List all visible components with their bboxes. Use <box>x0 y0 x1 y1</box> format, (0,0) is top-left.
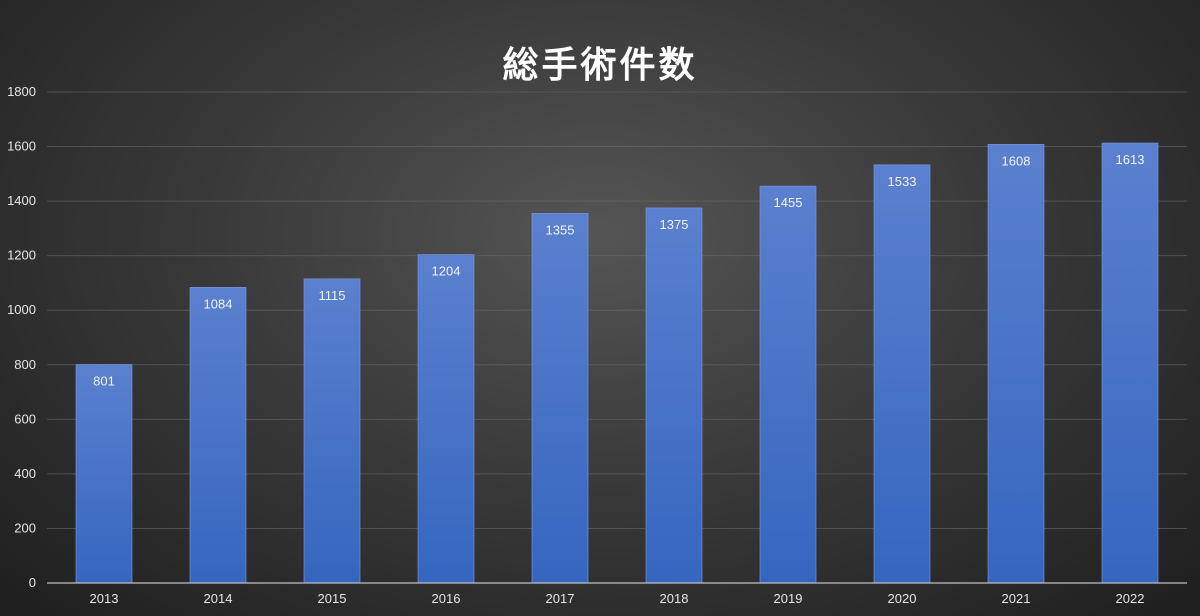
bar <box>303 278 361 584</box>
x-tick-label: 2016 <box>432 591 461 606</box>
bar-value-label: 1204 <box>432 264 461 279</box>
bar-value-label: 1613 <box>1116 152 1145 167</box>
bar-value-label: 1375 <box>660 217 689 232</box>
bar <box>873 164 931 584</box>
x-tick-label: 2015 <box>318 591 347 606</box>
y-tick-label: 200 <box>14 520 36 535</box>
bar <box>531 213 589 584</box>
data-labels: 801 1084 1115 1204 1355 1375 1455 1533 1608 1613 <box>93 152 1144 388</box>
chart-title: 総手術件数 <box>502 45 698 86</box>
x-tick-label: 2014 <box>204 591 233 606</box>
bar-value-label: 1455 <box>774 195 803 210</box>
bar <box>189 287 247 584</box>
bar-value-label: 1355 <box>546 222 575 237</box>
y-tick-label: 800 <box>14 357 36 372</box>
x-tick-label: 2013 <box>90 591 119 606</box>
x-tick-label: 2019 <box>774 591 803 606</box>
x-tick-label: 2020 <box>888 591 917 606</box>
bar <box>987 144 1045 584</box>
bar <box>75 364 133 584</box>
bar <box>759 185 817 584</box>
bars <box>75 142 1159 584</box>
y-tick-label: 1400 <box>7 193 36 208</box>
y-tick-label: 1200 <box>7 248 36 263</box>
bar <box>645 207 703 584</box>
x-tick-label: 2021 <box>1002 591 1031 606</box>
x-tick-label: 2017 <box>546 591 575 606</box>
axes: 0 200 400 600 800 1000 1200 1400 1600 1800 2013 201… <box>7 84 1187 606</box>
bar-value-label: 1084 <box>204 296 233 311</box>
y-tick-label: 400 <box>14 466 36 481</box>
bar-value-label: 801 <box>93 374 115 389</box>
bar-value-label: 1608 <box>1002 153 1031 168</box>
y-tick-label: 1800 <box>7 84 36 99</box>
x-tick-label: 2022 <box>1116 591 1145 606</box>
y-tick-label: 600 <box>14 411 36 426</box>
bar <box>1101 142 1159 584</box>
bar-value-label: 1533 <box>888 174 917 189</box>
bar <box>417 254 475 584</box>
y-tick-label: 0 <box>29 575 36 590</box>
x-tick-label: 2018 <box>660 591 689 606</box>
y-tick-label: 1600 <box>7 139 36 154</box>
bar-value-label: 1115 <box>319 288 346 303</box>
y-tick-label: 1000 <box>7 302 36 317</box>
